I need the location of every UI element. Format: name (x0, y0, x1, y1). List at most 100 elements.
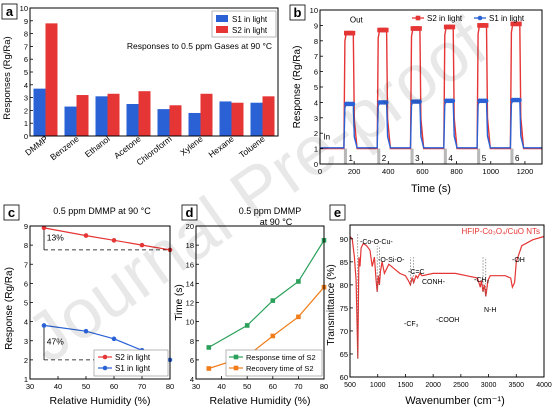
panel-b-marker (483, 23, 489, 28)
panel-d-xtick-label: 80 (320, 382, 328, 391)
bar-toluene-s2 (262, 96, 275, 136)
panel-b-cycle-label: 3 (415, 154, 420, 163)
panel-c-ytick-label: 7 (24, 260, 28, 269)
panel-b-marker (517, 21, 522, 27)
panel-c-legend-marker (102, 354, 108, 360)
panel-b-ytick-label: 6 (314, 68, 318, 77)
panel-d-humidity-time-chart: 30 40 50 60 70 80 4 6 8 10 12 14 16 18 20 Time (s) Relat… (174, 204, 328, 407)
panel-c-point (111, 336, 117, 342)
panel-d-legend-box (225, 349, 323, 377)
panel-d-legend-marker (233, 354, 239, 360)
panel-b-xtick-label: 0 (318, 167, 322, 176)
panel-c-humidity-response-chart: 13% 47% 30 40 50 60 70 80 1 2 3 4 5 6 7 8 9 Response (Rg/… (3, 204, 174, 407)
panel-c-legend: S2 in light S1 in light (93, 349, 169, 377)
panel-b-legend-label: S1 in light (489, 14, 525, 23)
panel-e-xlabel: Wavenumber (cm⁻¹) (405, 395, 505, 407)
panel-a-ylabel: Responses (Rg/Ra) (2, 36, 13, 119)
panel-c-xtick-label: 60 (110, 382, 118, 391)
panel-e-ytick-label: 65 (340, 350, 348, 359)
panel-d-point (296, 279, 301, 284)
panel-d-ytick-label: 8 (190, 337, 194, 346)
panel-b-ytick-label: 9 (314, 21, 318, 30)
panel-d-panel-label: d (186, 205, 194, 220)
panel-d-ytick-label: 10 (186, 318, 194, 327)
panel-b-marker (517, 97, 522, 103)
panel-b-cycle-label: 1 (349, 154, 354, 163)
panel-e-ytick-label: 70 (340, 327, 348, 336)
panel-d-ytick-label: 12 (186, 299, 194, 308)
panel-b-xtick-label: 200 (348, 167, 361, 176)
panel-e-peak-label: -OH (512, 257, 525, 264)
panel-b-gas-pulse-marker (343, 148, 347, 164)
bar-xylene-s2 (200, 93, 213, 136)
panel-a-legend-label: S1 in light (232, 15, 268, 24)
panel-e-peak-label: -C=C (408, 269, 425, 276)
panel-b-response-time-chart: 1 2 3 4 5 6 0 200 400 600 800 1000 1200 0 1 2 3 4 5 6 7 8 9 10 R… (289, 4, 543, 195)
bar-chloroform-s2 (169, 105, 182, 136)
panel-e-ytick-label: 90 (340, 235, 348, 244)
panel-d-point (244, 323, 250, 328)
panel-c-panel-label: c (8, 205, 15, 220)
panel-a-ytick-label: 10 (20, 4, 28, 13)
panel-b-ylabel: Response (Rg/Ra) (292, 46, 303, 129)
panel-c-xtick-label: 40 (54, 382, 62, 391)
panel-e-xtick-label: 2500 (453, 382, 469, 389)
bar-chloroform-s1 (157, 109, 170, 136)
panel-a-legend-label: S2 in light (232, 26, 268, 35)
panel-e-ylabel: Transmittance (%) (326, 264, 337, 345)
panel-c-annotation: 0.5 ppm DMMP at 90 °C (53, 206, 151, 216)
panel-a-ytick-label: 6 (24, 55, 28, 64)
panel-a-ytick-label: 5 (24, 68, 28, 77)
panel-c-ytick-label: 6 (24, 279, 28, 288)
panel-b-marker (450, 24, 456, 30)
panel-b-gas-pulse-marker (377, 148, 381, 164)
panel-a-annotation: Responses to 0.5 ppm Gases at 90 °C (127, 41, 272, 51)
panel-c-ytick-label: 3 (24, 337, 28, 346)
panel-a-legend-swatch (216, 15, 228, 22)
panel-d-annotation-line2: at 90 °C (260, 217, 293, 227)
panel-b-marker (450, 98, 456, 104)
panel-e-peak-label: N-H (484, 307, 496, 314)
panel-b-out-annotation: Out (350, 15, 364, 24)
panel-a-legend: S1 in light S2 in light (211, 10, 277, 38)
panel-a-ytick-label: 1 (24, 119, 28, 128)
panel-c-xtick-label: 70 (138, 382, 146, 391)
panel-a-label-box (1, 3, 18, 20)
panel-d-point (296, 314, 301, 320)
panel-c-ytick-label: 5 (24, 299, 28, 308)
bar-dmmp-s1 (33, 88, 46, 136)
panel-b-xtick-label: 600 (416, 167, 429, 176)
panel-c-ytick-label: 4 (24, 318, 28, 327)
panel-b-marker (383, 27, 389, 33)
panel-b-legend-marker (415, 15, 421, 21)
panel-b-series-line-s1 (320, 99, 542, 149)
panel-b-xtick-label: 400 (382, 167, 395, 176)
panel-d-ytick-label: 18 (186, 241, 194, 250)
panel-c-ylabel: Response (Rg/Ra) (4, 267, 15, 350)
panel-b-cycle-label: 5 (482, 154, 487, 163)
panel-b-xtick-label: 800 (450, 167, 463, 176)
panel-b-ytick-label: 8 (314, 37, 318, 46)
panel-b-cycle-label: 4 (448, 154, 453, 163)
bar-benzene-s2 (76, 95, 89, 136)
panel-c-point (83, 328, 89, 334)
panel-d-ytick-label: 14 (186, 279, 194, 288)
panel-b-legend-marker (477, 15, 483, 21)
panel-e-peak-label: -O-Si-O- (378, 257, 405, 264)
panel-d-xtick-label: 70 (294, 382, 302, 391)
panel-d-legend: Response time of S2 Recovery time of S2 (225, 349, 323, 377)
panel-d-point (206, 345, 212, 350)
panel-b-label-box (289, 4, 306, 21)
panel-e-xtick-label: 3500 (508, 382, 524, 389)
panel-c-percent-label: 47% (47, 337, 64, 347)
panel-b-ytick-label: 10 (310, 6, 318, 15)
panel-d-xtick-label: 50 (243, 382, 251, 391)
panel-c-xtick-label: 30 (26, 382, 34, 391)
panel-c-legend-marker (102, 365, 108, 371)
panel-e-peak-label: -Co-O-Cu- (360, 239, 393, 246)
panel-b-legend: S2 in light S1 in light (412, 14, 525, 23)
panel-e-panel-label: e (334, 205, 341, 220)
panel-b-marker (417, 99, 422, 104)
panel-e-peak-label: -COOH (436, 317, 459, 324)
panel-e-xtick-label: 4000 (536, 382, 552, 389)
